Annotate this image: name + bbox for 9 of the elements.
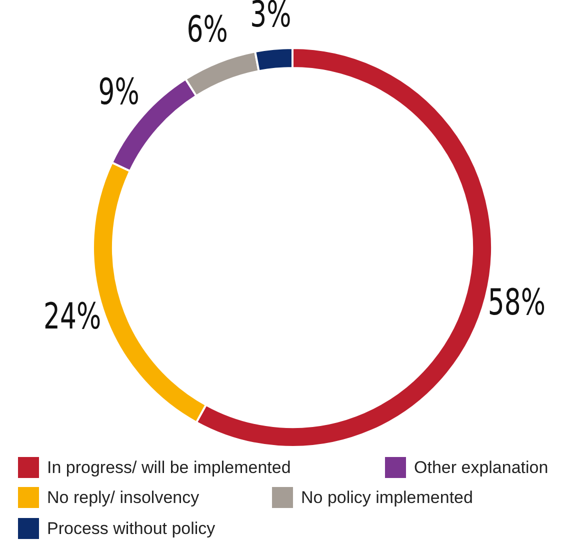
- data-label: 58%: [488, 282, 546, 324]
- legend-label: No reply/ insolvency: [47, 488, 200, 508]
- data-label: 24%: [44, 296, 102, 338]
- legend-label: Other explanation: [414, 458, 548, 478]
- data-label: 9%: [98, 72, 140, 113]
- legend-label: In progress/ will be implemented: [47, 458, 291, 478]
- data-label: 6%: [186, 9, 228, 51]
- legend-label: Process without policy: [47, 518, 216, 538]
- legend-label: No policy implemented: [301, 488, 473, 508]
